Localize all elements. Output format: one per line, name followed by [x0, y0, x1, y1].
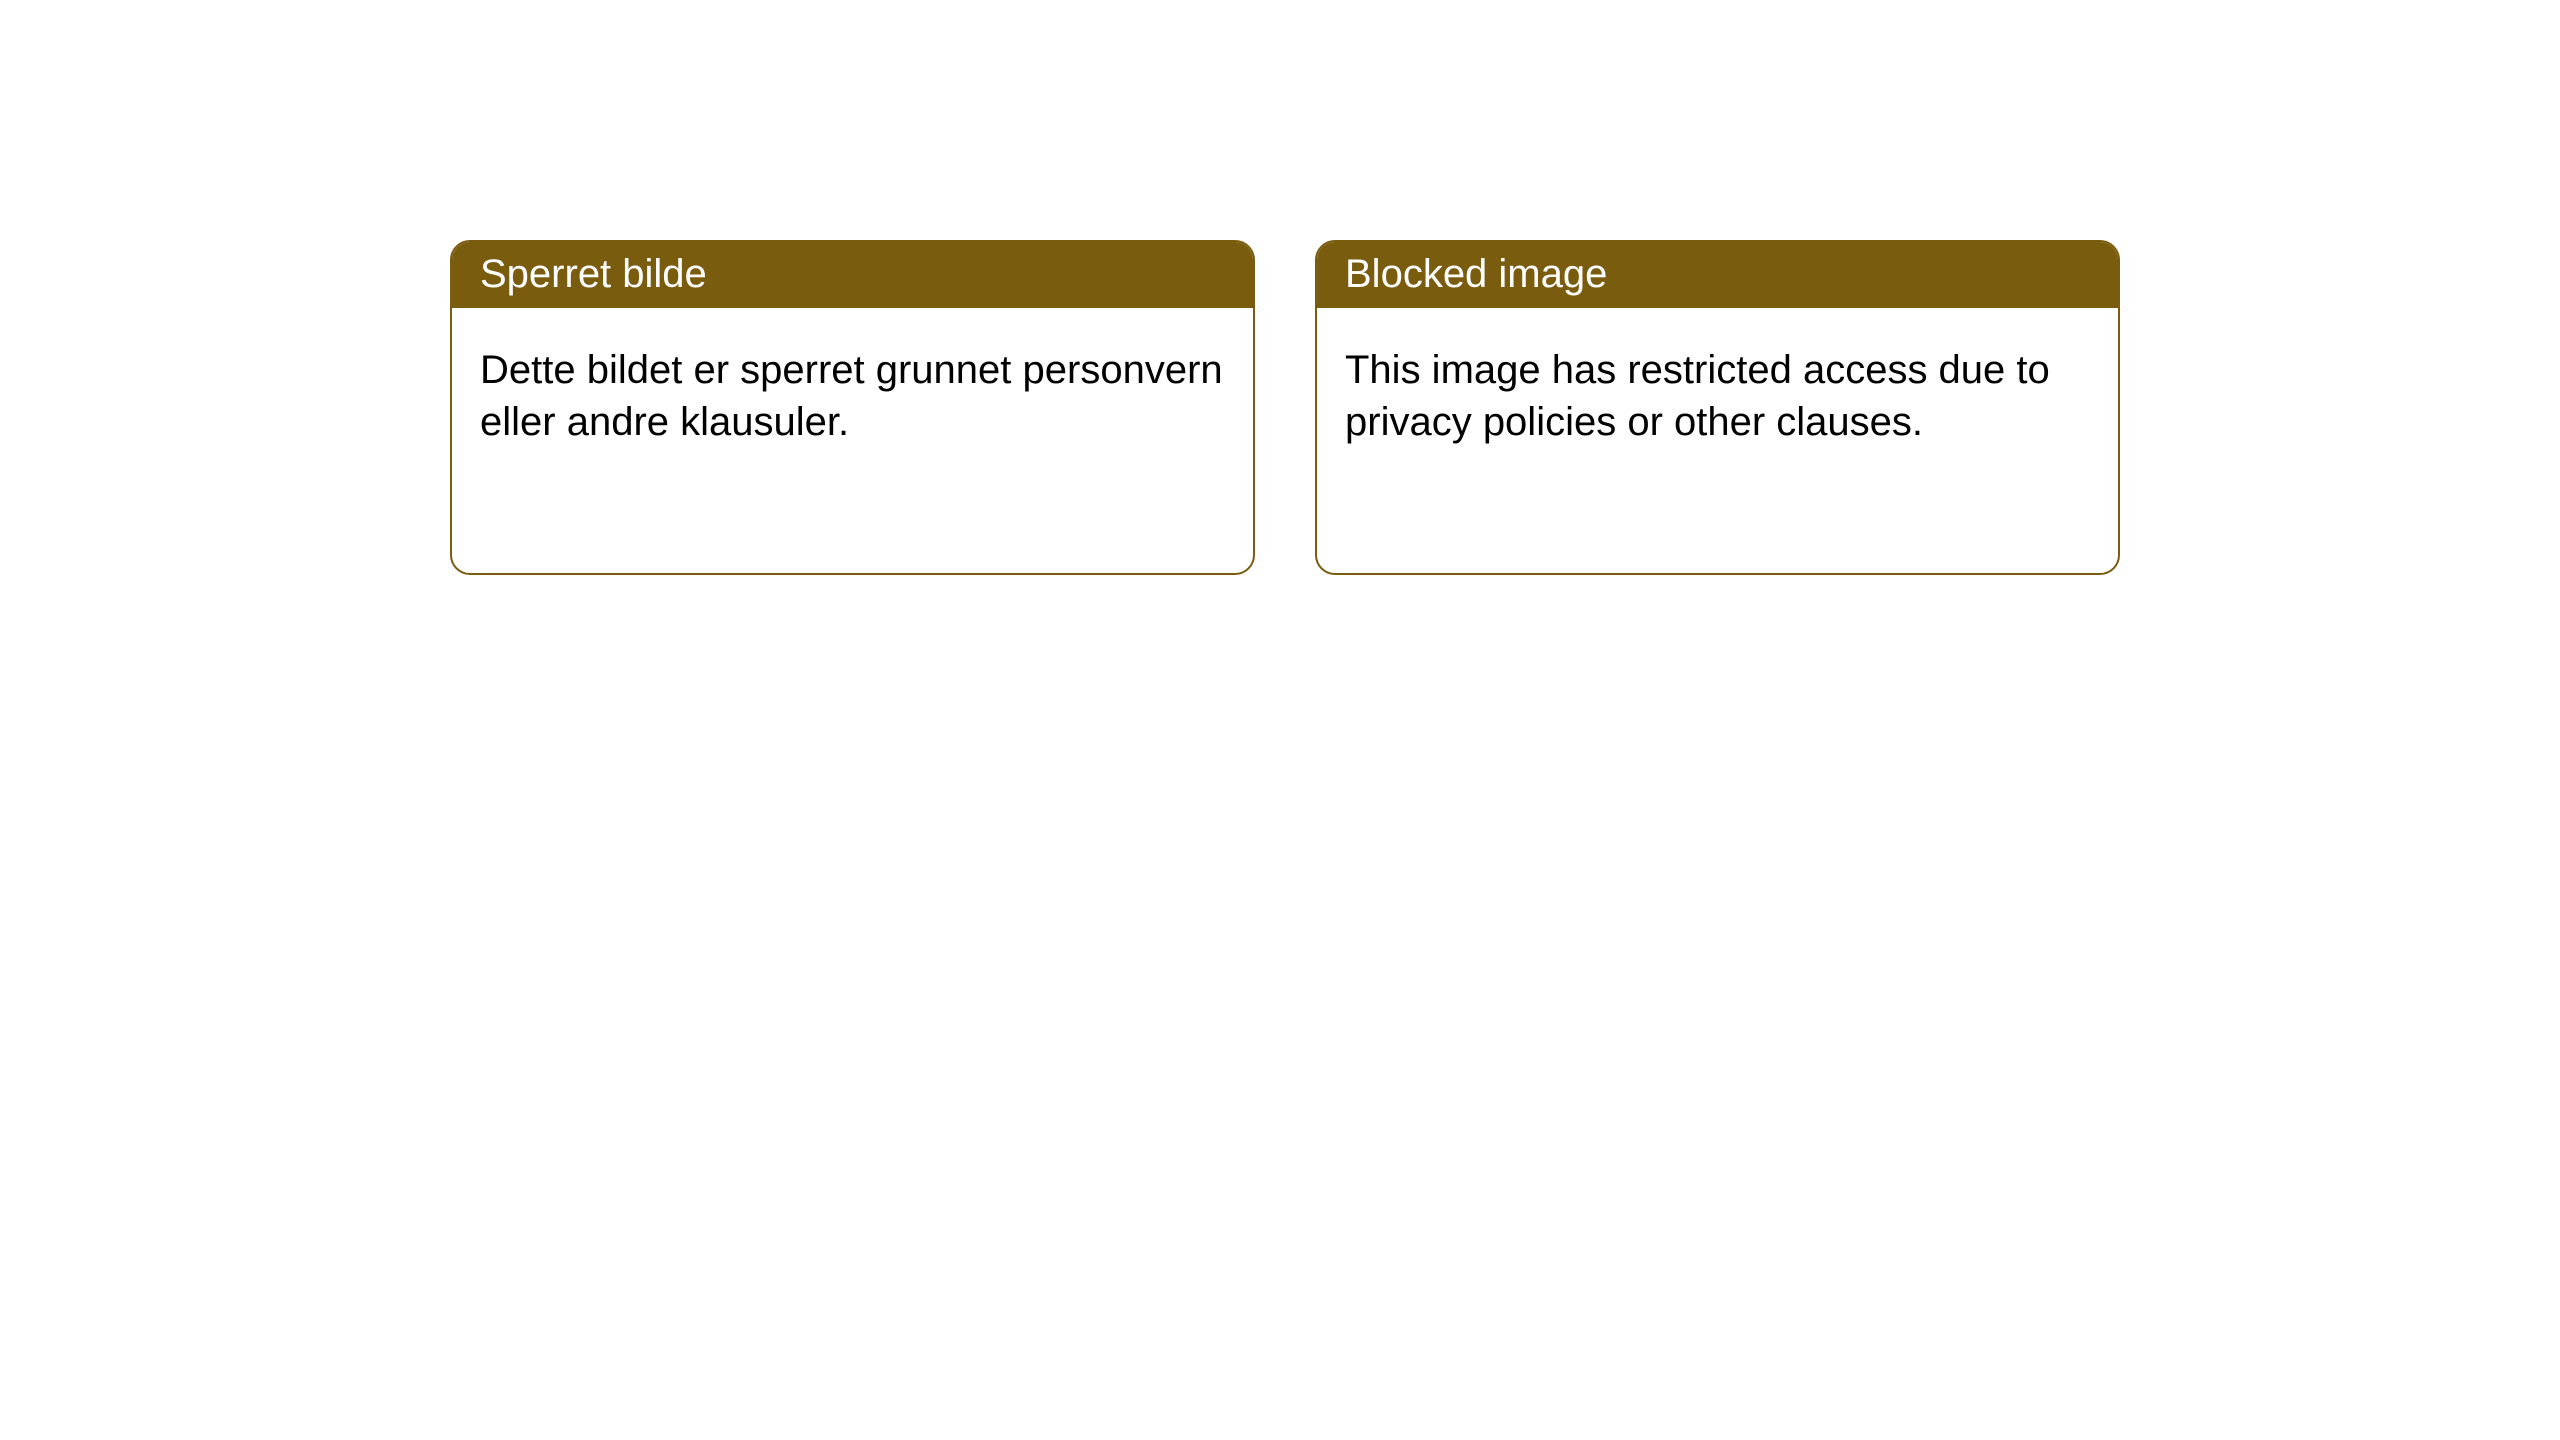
notice-card-english: Blocked image This image has restricted … [1315, 240, 2120, 575]
notice-title-english: Blocked image [1317, 242, 2118, 308]
notice-container: Sperret bilde Dette bildet er sperret gr… [0, 0, 2560, 575]
notice-card-norwegian: Sperret bilde Dette bildet er sperret gr… [450, 240, 1255, 575]
notice-message-norwegian: Dette bildet er sperret grunnet personve… [452, 308, 1253, 476]
notice-message-english: This image has restricted access due to … [1317, 308, 2118, 476]
notice-title-norwegian: Sperret bilde [452, 242, 1253, 308]
